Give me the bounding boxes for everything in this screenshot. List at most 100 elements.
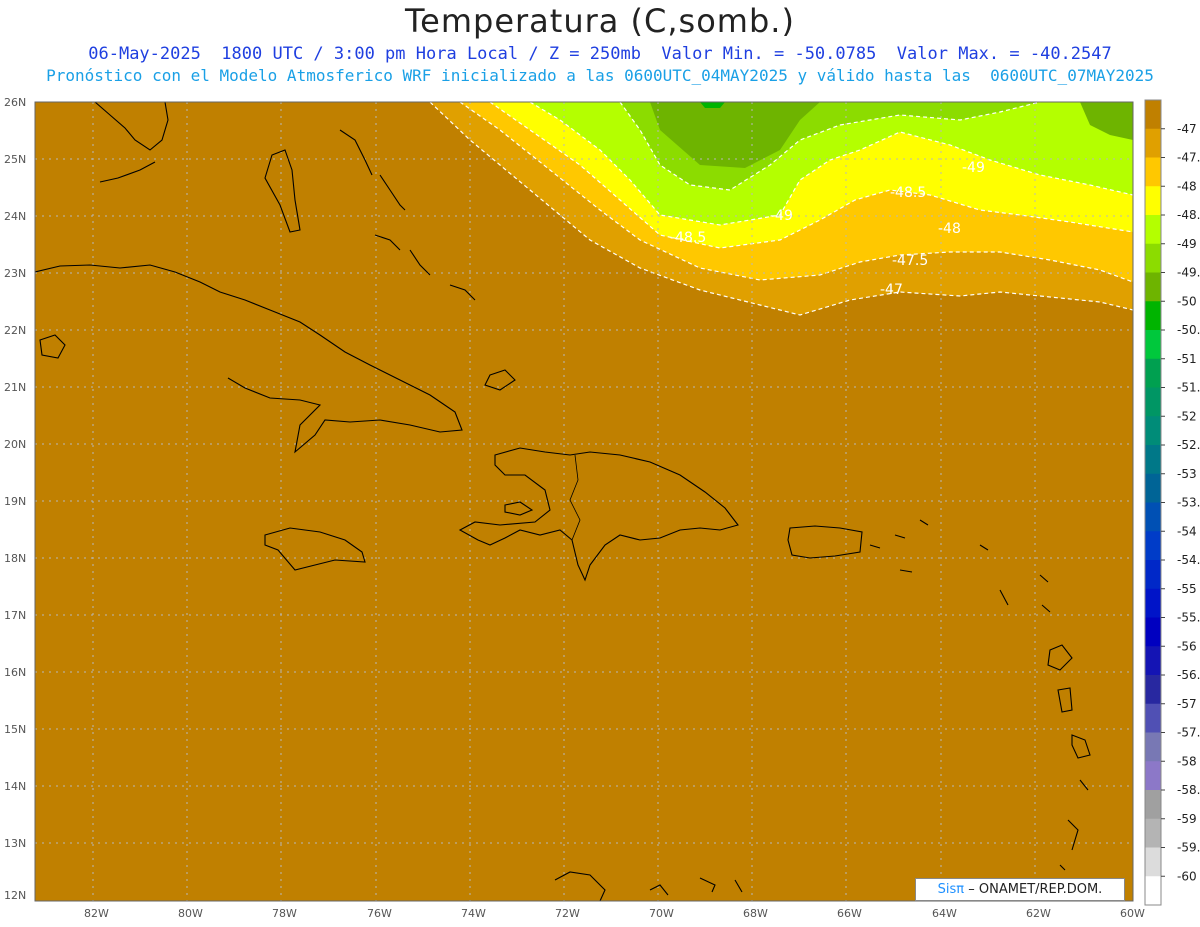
lon-label: 78W	[272, 907, 297, 920]
colorbar-swatch	[1145, 560, 1161, 590]
south-america-islands	[554, 871, 743, 901]
colorbar-label: -57.5	[1177, 726, 1200, 740]
colorbar-swatch	[1145, 445, 1161, 475]
lat-label: 20N	[4, 438, 26, 451]
lesser-antilles	[979, 544, 1091, 871]
colorbar-label: -47	[1177, 122, 1197, 136]
lat-label: 21N	[4, 381, 26, 394]
lat-label: 12N	[4, 889, 26, 902]
colorbar-swatch	[1145, 215, 1161, 245]
colorbar-swatch	[1145, 301, 1161, 331]
colorbar-swatch	[1145, 818, 1161, 848]
bahamas-islands	[339, 129, 516, 391]
lat-label: 23N	[4, 267, 26, 280]
florida-keys	[99, 161, 156, 183]
map-title: Temperatura (C,somb.)	[405, 2, 795, 40]
lat-label: 22N	[4, 324, 26, 337]
colorbar-label: -53.5	[1177, 496, 1200, 510]
lon-label: 72W	[555, 907, 580, 920]
lat-label: 15N	[4, 723, 26, 736]
contour-label: -47	[880, 282, 903, 298]
colorbar-swatch	[1145, 703, 1161, 733]
jamaica-coast	[264, 527, 366, 571]
florida-coast	[94, 102, 169, 151]
colorbar-label: -58.5	[1177, 783, 1200, 797]
colorbar-label: -48.5	[1177, 208, 1200, 222]
longitude-axis: 82W 80W 78W 76W 74W 72W 70W 68W 66W 64W …	[84, 907, 1145, 920]
colorbar-swatch	[1145, 502, 1161, 532]
map-frame	[34, 101, 1134, 902]
lon-label: 60W	[1120, 907, 1145, 920]
colorbar-label: -59.5	[1177, 841, 1200, 855]
colorbar-label: -55	[1177, 582, 1197, 596]
colorbar-swatch	[1145, 646, 1161, 676]
colorbar-swatch	[1145, 416, 1161, 446]
contour-label: -49	[770, 208, 793, 224]
lon-label: 76W	[367, 907, 392, 920]
colorbar-swatch	[1145, 790, 1161, 820]
colorbar-swatch	[1145, 358, 1161, 388]
lon-label: 70W	[649, 907, 674, 920]
lat-label: 13N	[4, 837, 26, 850]
colorbar-label: -59	[1177, 812, 1197, 826]
contour-label: -48.5	[670, 230, 706, 246]
colorbar-label: -57	[1177, 697, 1197, 711]
lon-label: 66W	[837, 907, 862, 920]
cuba-coast	[35, 264, 463, 454]
virgin-islands	[869, 519, 929, 573]
lon-label: 80W	[178, 907, 203, 920]
colorbar-label: -52	[1177, 409, 1197, 423]
colorbar-swatch	[1145, 330, 1161, 360]
gonave-island	[504, 501, 534, 516]
band-50-5	[700, 102, 725, 108]
colorbar-label: -48	[1177, 179, 1197, 193]
credit-text: – ONAMET/REP.DOM.	[968, 882, 1103, 897]
colorbar-label: -51.5	[1177, 381, 1200, 395]
contour-labels: -49 -48.5 -49 -48.5 -48 -47.5 -47	[670, 160, 985, 298]
colorbar-swatch	[1145, 876, 1161, 906]
colorbar-label: -56	[1177, 639, 1197, 653]
colorbar-label: -49	[1177, 237, 1197, 251]
lon-label: 82W	[84, 907, 109, 920]
colorbar-label: -55.5	[1177, 611, 1200, 625]
valid-time-line: 06-May-2025 1800 UTC / 3:00 pm Hora Loca…	[88, 44, 1112, 64]
lon-label: 64W	[932, 907, 957, 920]
colorbar-swatch	[1145, 847, 1161, 877]
contour-label: -48.5	[890, 185, 926, 201]
colorbar-label: -56.5	[1177, 668, 1200, 682]
band-50	[650, 102, 1133, 168]
colorbar-swatch	[1145, 186, 1161, 216]
colorbar-label: -58	[1177, 754, 1197, 768]
colorbar-swatch	[1145, 761, 1161, 791]
colorbar-swatch	[1145, 588, 1161, 618]
lat-label: 16N	[4, 666, 26, 679]
contour-label: -49	[962, 160, 985, 176]
colorbar-label: -60	[1177, 869, 1197, 883]
lat-label: 26N	[4, 96, 26, 109]
colorbar-label: -50	[1177, 294, 1197, 308]
haiti-dr-border	[569, 454, 581, 541]
lat-label: 24N	[4, 210, 26, 223]
colorbar-swatch	[1145, 272, 1161, 302]
colorbar-swatch	[1145, 387, 1161, 417]
lat-label: 19N	[4, 495, 26, 508]
lat-label: 17N	[4, 609, 26, 622]
lat-lon-grid	[35, 102, 1133, 901]
latitude-axis: 26N 25N 24N 23N 22N 21N 20N 19N 18N 17N …	[4, 96, 26, 902]
lon-label: 74W	[461, 907, 486, 920]
colorbar-swatch	[1145, 157, 1161, 187]
colorbar: -47 -47.5 -48 -48.5 -49 -49.5 -50 -50.5 -51 -51.5…	[1144, 99, 1200, 906]
contour-label: -48	[938, 221, 961, 237]
puerto-rico-coast	[787, 525, 863, 559]
colorbar-swatch	[1145, 675, 1161, 705]
colorbar-swatch	[1145, 128, 1161, 158]
credit-box: Sisπ – ONAMET/REP.DOM.	[915, 878, 1125, 901]
lon-label: 62W	[1026, 907, 1051, 920]
colorbar-swatch	[1145, 243, 1161, 273]
coastlines	[35, 102, 1091, 901]
colorbar-label: -49.5	[1177, 266, 1200, 280]
temperature-shading	[429, 102, 1133, 316]
lon-label: 68W	[743, 907, 768, 920]
contour-label: -47.5	[892, 253, 928, 269]
